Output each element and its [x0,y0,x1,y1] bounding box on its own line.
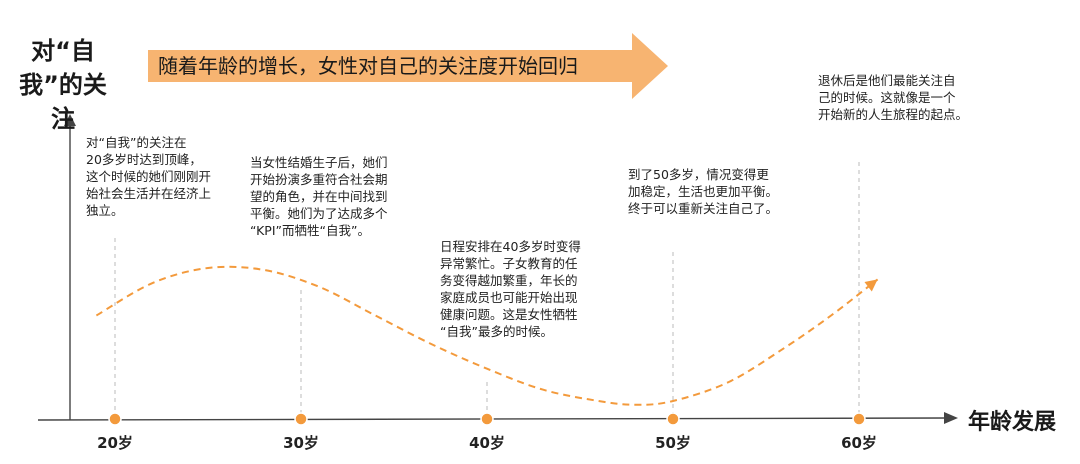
age-point-20 [108,412,122,426]
annotation-line: 加稳定，生活也更加平衡。 [628,184,779,199]
annotation-line: 家庭成员也可能开始出现 [440,290,578,305]
annotation-line: 异常繁忙。子女教育的任 [440,256,578,271]
annotation-line: 始社会生活并在经济上 [86,186,212,201]
trend-curve [95,265,879,406]
annotation-line: 健康问题。这是女性牺牲 [440,307,578,322]
annotation-line: 当女性结婚生子后，她们 [250,155,388,170]
annotation-line: 开始扮演多重符合社会期 [250,172,388,187]
annotation-line: 退休后是他们最能关注自 [818,73,956,88]
annotation-line: 开始新的人生旅程的起点。 [818,107,969,122]
annotation-line: 平衡。她们为了达成多个 [250,206,388,221]
x-tick-label-50: 50岁 [655,434,691,452]
annotation-60: 退休后是他们最能关注自 己的时候。这就像是一个 开始新的人生旅程的起点。 [818,72,968,123]
trend-curve-arrowhead [864,279,878,292]
x-axis-arrowhead [944,412,958,424]
age-point-60 [852,412,866,426]
age-point-50 [666,412,680,426]
trend-banner-arrow [148,33,668,99]
annotation-line: 这个时候的她们刚刚开 [86,169,212,184]
annotation-line: “自我”最多的时候。 [440,324,553,339]
y-axis-arrowhead [64,114,76,126]
annotation-line: 己的时候。这就像是一个 [818,90,956,105]
x-tick-label-30: 30岁 [283,434,319,452]
x-tick-label-20: 20岁 [97,434,133,452]
age-point-40 [480,412,494,426]
annotation-line: 独立。 [86,203,124,218]
x-axis-line [37,417,951,421]
annotation-line: 到了50多岁，情况变得更 [628,167,769,182]
age-point-30 [294,412,308,426]
annotation-line: 20多岁时达到顶峰， [86,152,202,167]
x-axis-label: 年龄发展 [968,410,1057,435]
annotation-20: 对“自我”的关注在 20多岁时达到顶峰， 这个时候的她们刚刚开 始社会生活并在经济上独… [86,134,211,219]
annotation-line: “KPI”而牺牲“自我”。 [250,223,370,238]
annotation-40: 日程安排在40多岁时变得 异常繁忙。子女教育的任 务变得越加繁重，年长的 家庭成员也可… [440,238,581,340]
annotation-line: 日程安排在40多岁时变得 [440,239,581,254]
annotation-50: 到了50多岁，情况变得更 加稳定，生活也更加平衡。 终于可以重新关注自己了。 [628,166,778,217]
x-tick-label-60: 60岁 [841,434,877,452]
annotation-30: 当女性结婚生子后，她们 开始扮演多重符合社会期 望的角色，并在中间找到 平衡。她们为了… [250,154,388,239]
x-tick-label-40: 40岁 [469,434,505,452]
annotation-line: 对“自我”的关注在 [86,135,187,150]
trend-banner-text: 随着年龄的增长，女性对自己的关注度开始回归 [158,54,578,78]
y-axis-label: 对“自我”的关注 [19,37,107,133]
annotation-line: 终于可以重新关注自己了。 [628,201,779,216]
annotation-line: 务变得越加繁重，年长的 [440,273,578,288]
annotation-line: 望的角色，并在中间找到 [250,189,388,204]
